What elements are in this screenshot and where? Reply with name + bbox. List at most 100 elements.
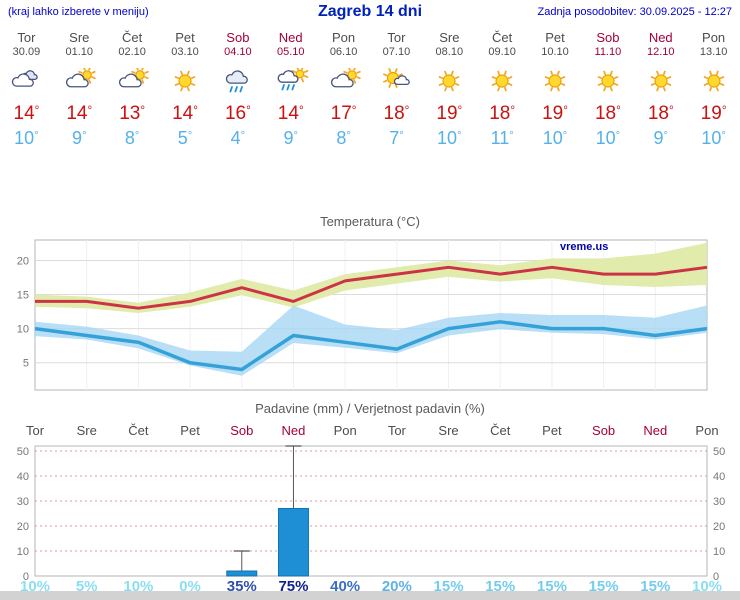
max-temp-line bbox=[35, 265, 708, 310]
precip-probability: 10% bbox=[123, 578, 154, 595]
day-date: 08.10 bbox=[435, 46, 464, 58]
low-temp: 7° bbox=[389, 128, 404, 148]
precip-ytick-label-left: 50 bbox=[17, 446, 29, 458]
low-temp: 11° bbox=[490, 128, 514, 148]
high-temp: 17° bbox=[330, 103, 357, 124]
precip-day-label: Tor bbox=[25, 423, 45, 438]
high-temp: 18° bbox=[489, 103, 516, 124]
precip-day-label: Pon bbox=[333, 423, 357, 438]
weather-icon-sunny bbox=[159, 68, 212, 96]
precip-day-label: Ned bbox=[281, 423, 306, 438]
precip-ytick-label-right: 20 bbox=[713, 521, 725, 533]
page-title: Zagreb 14 dni bbox=[317, 3, 423, 20]
high-temp: 14° bbox=[277, 103, 304, 124]
precip-probability: 15% bbox=[640, 578, 671, 595]
precip-probability: 15% bbox=[485, 578, 516, 595]
weather-icon-sunny bbox=[687, 68, 740, 96]
day-column: Sre 01.10 14° 9° bbox=[53, 30, 106, 149]
day-date: 01.10 bbox=[65, 46, 94, 58]
day-column: Sob 04.10 16° 4° bbox=[211, 30, 264, 149]
precip-ytick-label-right: 30 bbox=[713, 496, 725, 508]
low-temp: 10° bbox=[701, 128, 726, 148]
day-name: Sre bbox=[69, 30, 90, 45]
watermark: vreme.us bbox=[560, 241, 608, 253]
day-column: Ned 05.10 14° 9° bbox=[264, 30, 317, 149]
day-date: 30.09 bbox=[12, 46, 41, 58]
day-name: Tor bbox=[17, 30, 36, 45]
low-temp: 10° bbox=[542, 128, 568, 148]
precip-ytick-label-left: 0 bbox=[23, 571, 29, 583]
precip-day-label: Čet bbox=[490, 423, 511, 438]
day-name: Pet bbox=[545, 30, 565, 45]
precipitation-chart: 0 0 10 10 20 20 30 30 40 40 50 50 bbox=[17, 445, 725, 583]
day-date: 13.10 bbox=[699, 46, 728, 58]
precip-day-labels: Tor Sre Čet Pet Sob Ned Pon Tor Sre Čet Pet Sob Ned P… bbox=[0, 423, 740, 439]
day-column: Tor 07.10 18° 7° bbox=[370, 30, 423, 149]
day-name: Pon bbox=[332, 30, 356, 45]
high-temp: 19° bbox=[700, 103, 727, 124]
precip-day-label: Čet bbox=[128, 423, 149, 438]
day-name: Čet bbox=[492, 30, 513, 45]
precip-probability: 15% bbox=[588, 578, 619, 595]
min-temp-line bbox=[34, 320, 708, 372]
day-date: 04.10 bbox=[224, 46, 252, 58]
day-name: Sob bbox=[596, 30, 620, 45]
day-column: Čet 09.10 18° 11° bbox=[476, 30, 529, 149]
day-name: Sob bbox=[226, 30, 250, 45]
weather-icon-partly bbox=[317, 66, 370, 96]
precip-probability: 35% bbox=[226, 578, 257, 595]
precip-probability: 40% bbox=[330, 578, 361, 595]
high-temp: 19° bbox=[542, 103, 568, 124]
day-name: Sre bbox=[439, 30, 460, 45]
precip-ytick-label-right: 0 bbox=[713, 571, 719, 583]
precip-bar bbox=[277, 508, 309, 577]
location-menu-hint: (kraj lahko izberete v meniju) bbox=[8, 6, 149, 18]
precip-ytick-label-left: 10 bbox=[17, 546, 29, 558]
precip-probability: 20% bbox=[381, 578, 412, 595]
day-name: Pon bbox=[702, 30, 726, 45]
temp-ytick-label: 20 bbox=[17, 255, 29, 267]
precip-probability: 15% bbox=[536, 578, 567, 595]
high-temp: 18° bbox=[383, 103, 410, 124]
precip-probability-row: 10% 5% 10% 0% 35% 75% 40% 20% 15% 15% 15% 15% 15% 10% bbox=[0, 578, 740, 596]
precip-probability: 0% bbox=[179, 578, 201, 595]
low-temp: 8° bbox=[336, 128, 351, 148]
high-temp: 14° bbox=[13, 103, 40, 124]
weather-icon-sunny bbox=[581, 68, 634, 96]
precip-bar bbox=[226, 570, 258, 577]
precip-day-label: Tor bbox=[387, 423, 406, 438]
low-temp: 4° bbox=[230, 128, 246, 148]
temp-ytick-label: 5 bbox=[23, 358, 29, 370]
day-date: 03.10 bbox=[171, 46, 199, 58]
precip-day-label: Ned bbox=[643, 423, 668, 438]
precip-probability: 15% bbox=[433, 578, 464, 595]
weather-icon-sunny bbox=[423, 68, 476, 96]
day-column: Pon 06.10 17° 8° bbox=[317, 30, 370, 149]
day-date: 10.10 bbox=[541, 46, 569, 58]
day-column: Čet 02.10 13° 8° bbox=[106, 30, 159, 149]
precip-day-label: Sre bbox=[76, 423, 97, 438]
weather-icon-partly bbox=[53, 66, 106, 96]
weather-icon-sunny bbox=[476, 68, 529, 96]
low-temp: 9° bbox=[283, 128, 298, 148]
day-name: Čet bbox=[122, 30, 143, 45]
day-column: Pon 13.10 19° 10° bbox=[687, 30, 740, 149]
precip-ytick-label-left: 30 bbox=[17, 496, 29, 508]
precipitation-chart-title: Padavine (mm) / Verjetnost padavin (%) bbox=[255, 401, 485, 416]
precip-plot-area bbox=[34, 445, 708, 577]
high-temp: 16° bbox=[224, 103, 251, 124]
day-name: Tor bbox=[387, 30, 406, 45]
precip-ytick-label-right: 10 bbox=[713, 546, 725, 558]
high-temp: 19° bbox=[436, 103, 463, 124]
precip-day-label: Pon bbox=[695, 423, 719, 438]
day-column: Sre 08.10 19° 10° bbox=[423, 30, 476, 149]
low-temp: 10° bbox=[437, 128, 462, 148]
precip-day-label: Sob bbox=[592, 423, 616, 438]
day-column: Pet 03.10 14° 5° bbox=[159, 30, 212, 149]
precip-probability: 75% bbox=[278, 578, 309, 595]
weather-icon-mostly-sunny bbox=[370, 68, 423, 96]
day-date: 12.10 bbox=[646, 46, 675, 58]
high-temp: 18° bbox=[594, 103, 621, 124]
day-date: 09.10 bbox=[488, 46, 516, 58]
weather-icon-sunny bbox=[529, 68, 582, 96]
